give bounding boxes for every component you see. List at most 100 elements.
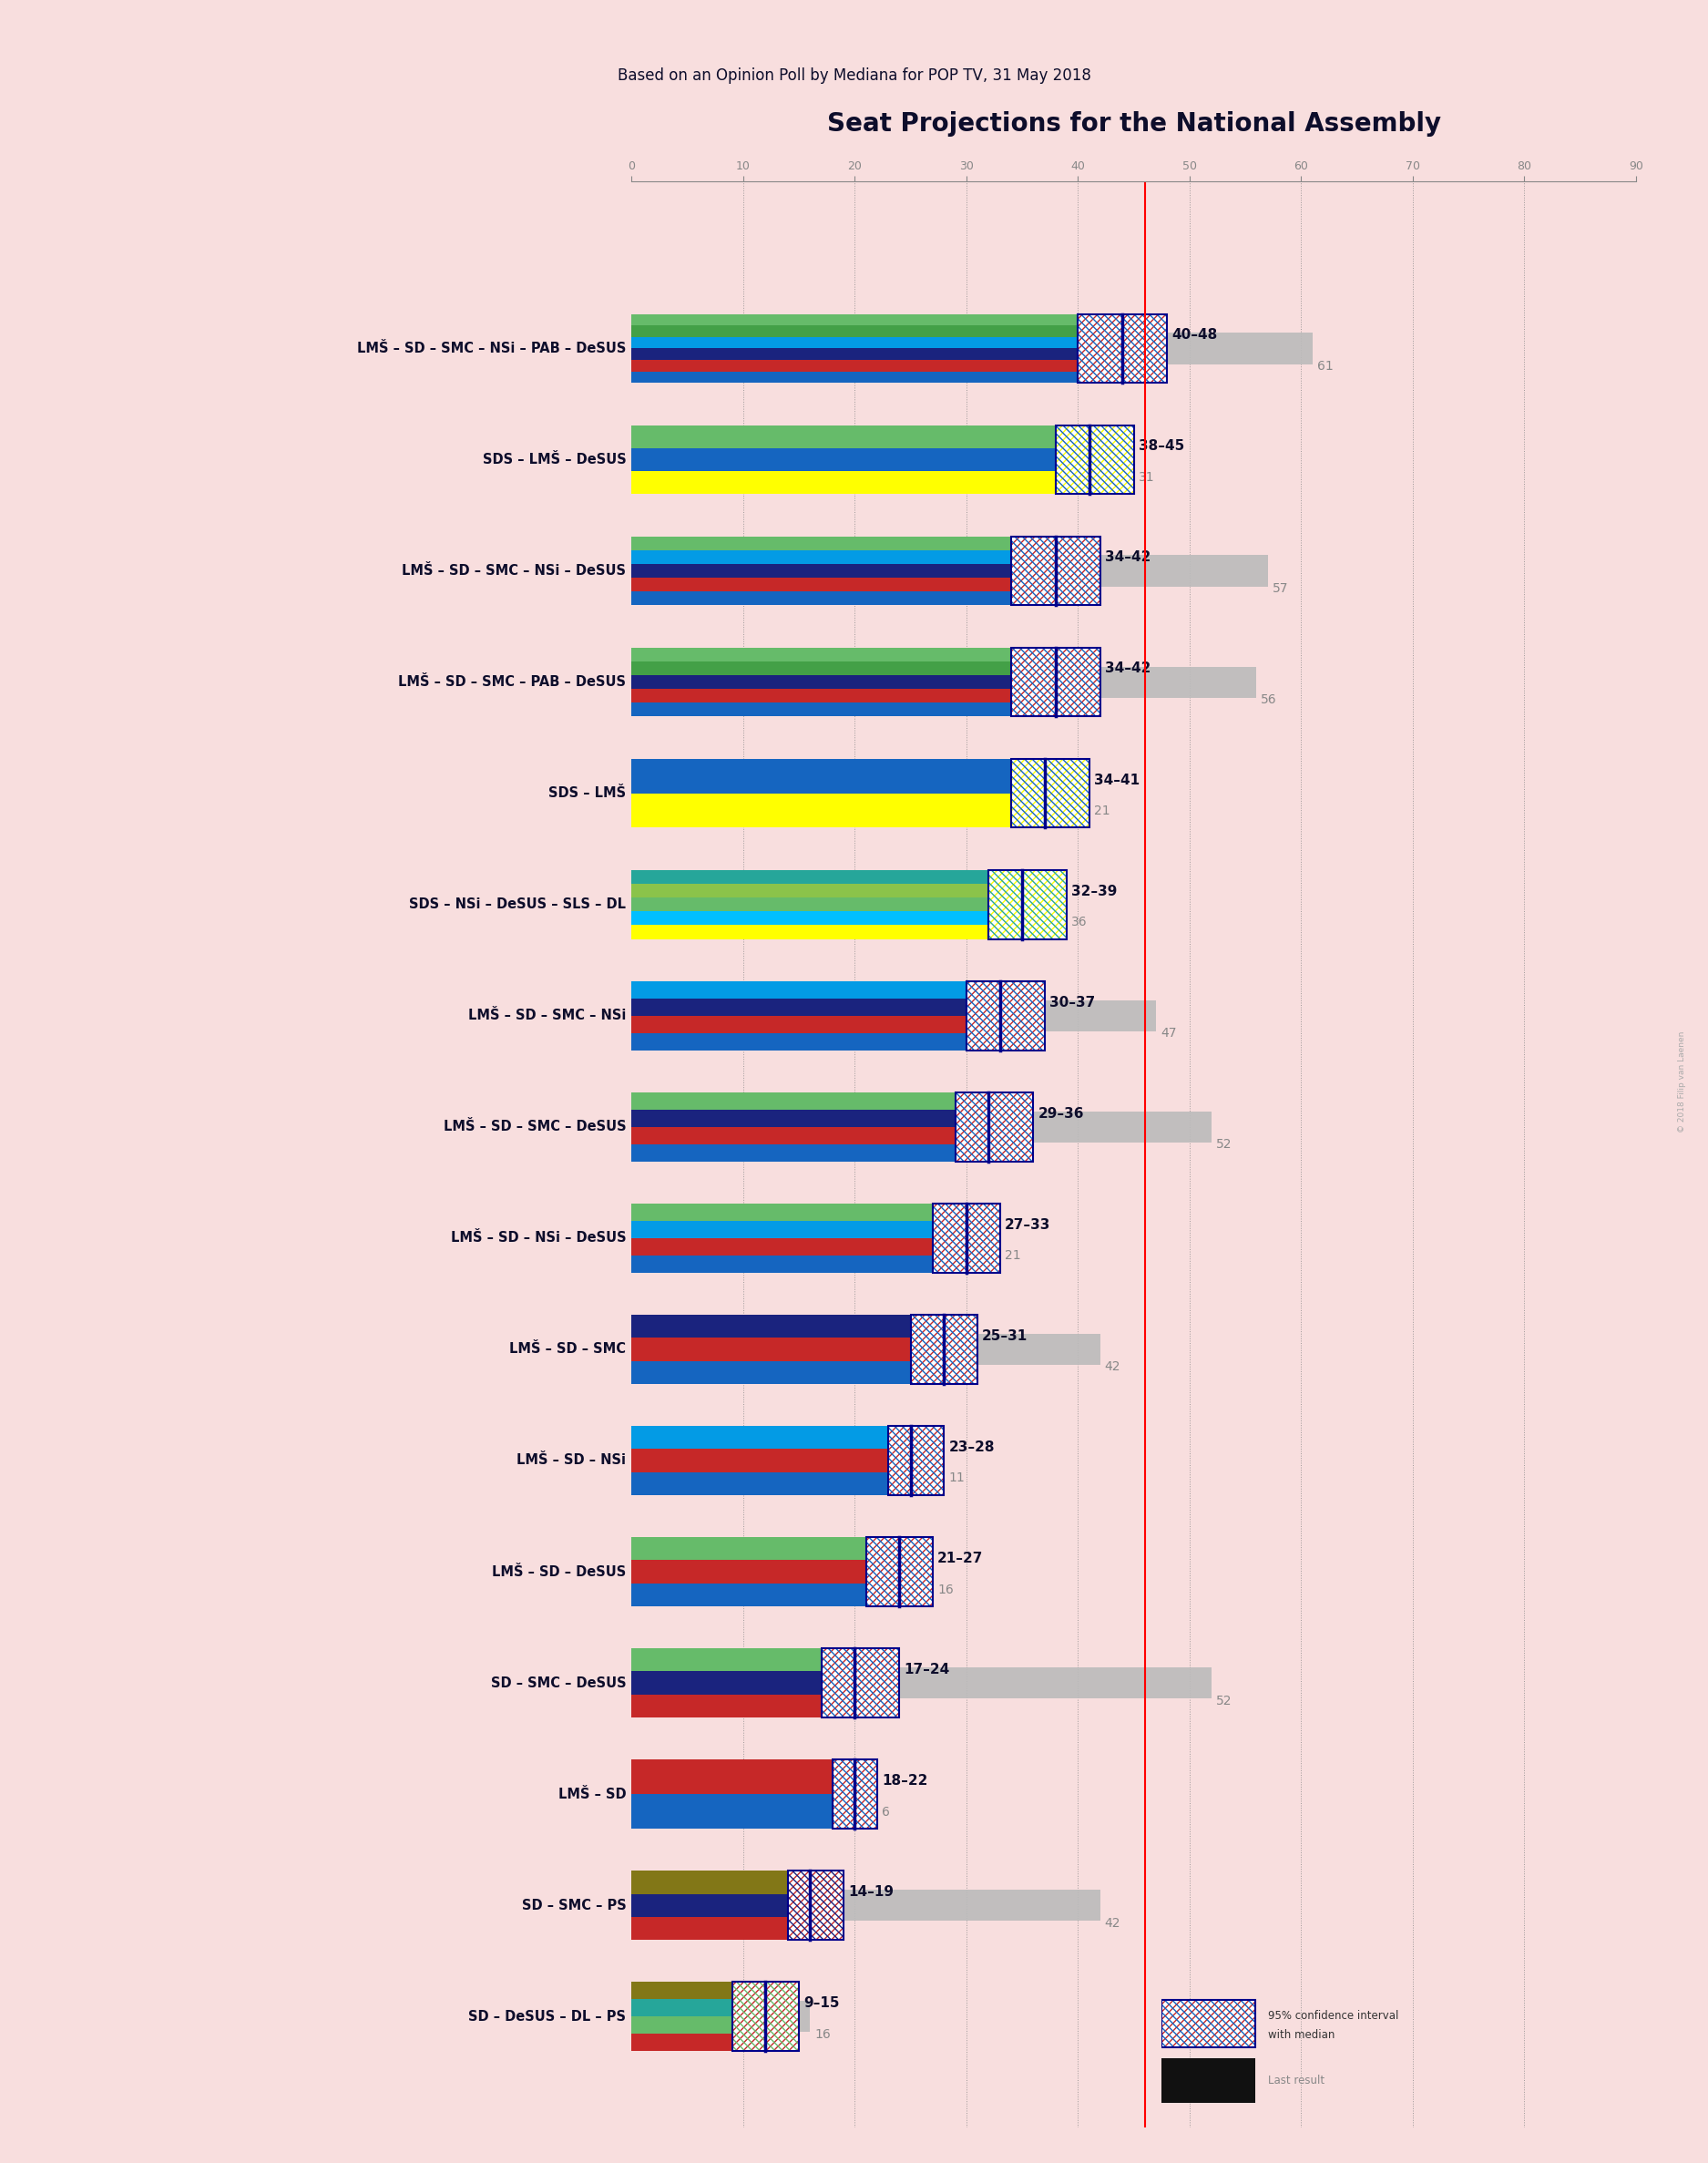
Bar [1056,426,1134,493]
Bar [632,662,1011,675]
Bar [632,999,1156,1032]
Bar [632,1445,755,1475]
Bar [632,324,1078,337]
Bar [632,1648,822,1672]
Text: 6: 6 [881,1806,890,1819]
Bar [1011,536,1100,606]
Bar [866,1538,933,1607]
Text: 34–42: 34–42 [1105,552,1151,565]
Text: LMŠ – SD – SMC – PAB – DeSUS: LMŠ – SD – SMC – PAB – DeSUS [398,675,627,688]
Text: 34–42: 34–42 [1105,662,1151,675]
Bar [989,870,1068,939]
Bar [955,1092,1033,1162]
Bar [632,1916,787,1940]
Bar [632,1337,910,1361]
Bar [632,1092,955,1110]
Bar [866,1538,933,1607]
Bar [1011,536,1100,606]
Bar [955,1092,1033,1162]
Bar [910,1315,977,1384]
Text: SDS – LMŠ: SDS – LMŠ [548,787,627,800]
Bar [787,1871,844,1940]
Bar [632,565,1011,578]
Bar [632,1871,787,1895]
Bar [832,1761,878,1828]
Bar [632,870,989,885]
Bar [866,1538,933,1607]
Bar [1011,647,1100,716]
Bar [632,333,1312,363]
Bar [822,1648,900,1717]
Bar [967,982,1045,1051]
Bar [1011,759,1090,828]
Bar [632,1473,888,1495]
Bar [632,1203,933,1220]
Bar [632,2016,733,2033]
Text: 38–45: 38–45 [1138,439,1184,454]
Bar [632,443,977,476]
Bar [632,1112,1213,1142]
Bar [632,1144,955,1162]
Bar [632,2001,810,2031]
Bar [632,999,967,1017]
Bar [733,1981,799,2051]
Bar [832,1761,878,1828]
Text: Last result: Last result [1267,2074,1325,2087]
Bar [632,1981,733,1999]
Bar [1011,759,1090,828]
Text: LMŠ – SD – SMC – NSi: LMŠ – SD – SMC – NSi [468,1008,627,1023]
Text: 16: 16 [938,1583,953,1596]
Bar [632,759,1011,794]
Text: 57: 57 [1272,582,1288,595]
Bar [632,337,1078,348]
Bar [822,1648,900,1717]
Bar [632,372,1078,383]
Text: 27–33: 27–33 [1004,1218,1050,1231]
Bar [832,1761,878,1828]
Bar [632,314,1078,324]
Bar [632,1793,832,1828]
Bar [632,1999,733,2016]
Bar [632,536,1011,549]
Bar [967,982,1045,1051]
Text: 21: 21 [1004,1250,1020,1263]
Bar [1161,1999,1255,2046]
Text: 29–36: 29–36 [1038,1107,1085,1120]
Bar [632,1449,888,1473]
Text: 40–48: 40–48 [1172,329,1218,342]
Bar [632,1895,787,1916]
Bar [910,1315,977,1384]
Text: 61: 61 [1317,359,1332,372]
Bar [632,556,1267,586]
Bar [787,1871,844,1940]
Text: 52: 52 [1216,1694,1231,1707]
Bar [632,889,1033,919]
Bar [733,1981,799,2051]
Text: 21: 21 [1093,805,1110,818]
Bar [955,1092,1033,1162]
Text: 31: 31 [1138,472,1155,485]
Bar [933,1203,999,1272]
Bar [933,1203,999,1272]
Bar [733,1981,799,2051]
Bar [632,359,1078,372]
Bar [632,1668,1213,1698]
Text: SD – SMC – DeSUS: SD – SMC – DeSUS [490,1676,627,1689]
Text: with median: with median [1267,2029,1336,2042]
Text: 52: 52 [1216,1138,1231,1151]
Bar [632,1890,1100,1921]
Bar [632,675,1011,690]
Bar [632,1694,822,1717]
Bar [632,549,1011,565]
Text: 42: 42 [1105,1916,1120,1929]
Text: 23–28: 23–28 [948,1441,994,1454]
Text: 47: 47 [1160,1027,1177,1040]
Bar [1161,2057,1255,2102]
Bar [1078,314,1167,383]
Bar [822,1648,900,1717]
Bar [888,1425,945,1495]
Bar [866,1538,933,1607]
Bar [632,1220,933,1237]
Bar [1011,759,1090,828]
Bar [632,348,1078,359]
